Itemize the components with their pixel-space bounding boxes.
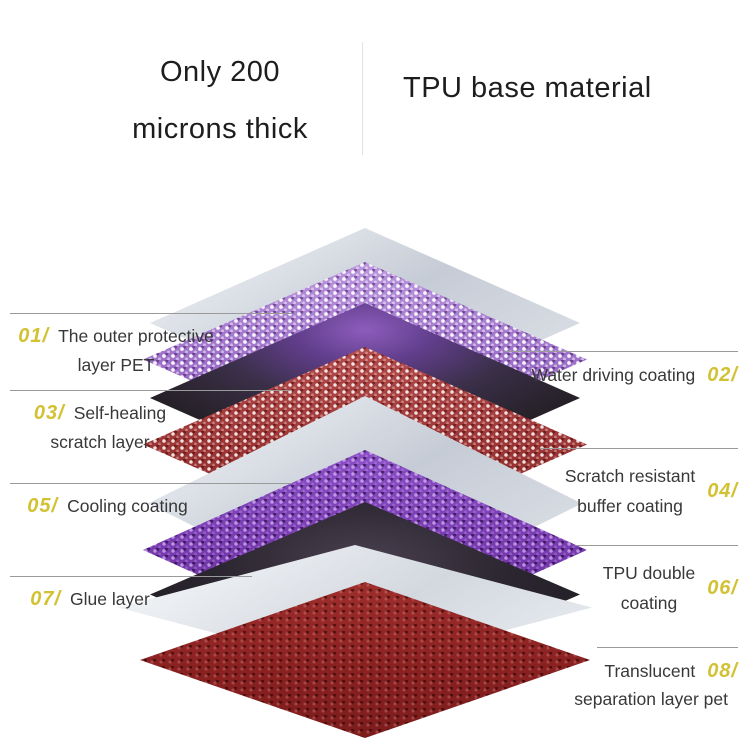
layer-number: 07/	[30, 588, 62, 610]
layer-label-line2: layer PET	[77, 355, 155, 375]
layer-number: 04/	[707, 479, 738, 502]
leader-line	[10, 313, 292, 314]
layer-label-line2: coating	[620, 593, 678, 613]
layer-label-lines: TPU double coating	[603, 558, 695, 618]
leader-line	[575, 545, 738, 546]
layer-number: 06/	[707, 576, 738, 599]
material-title: TPU base material	[403, 72, 652, 104]
callout-05-cooling: 05/Cooling coating	[10, 483, 292, 518]
callout-06-tpu-double: TPU double coating 06/	[575, 545, 738, 618]
layer-label-line2: buffer coating	[577, 496, 683, 516]
layer-number: 01/	[18, 325, 50, 347]
callout-row: 05/Cooling coating	[10, 495, 205, 518]
leader-line	[10, 576, 252, 577]
layer-label: The outer protective	[58, 326, 214, 346]
callout-row: 03/Self-healing	[10, 402, 190, 425]
callout-01-outer-pet: 01/The outer protective layer PET	[10, 313, 292, 376]
callout-row: 07/Glue layer	[10, 588, 170, 611]
thickness-title-line2: microns thick	[132, 113, 308, 145]
callout-body: Scratch resistant buffer coating 04/	[565, 461, 738, 521]
layer-number: 03/	[33, 402, 65, 424]
layer-label: Self-healing	[73, 403, 167, 423]
thickness-title: Only 200 microns thick	[95, 44, 345, 158]
leader-line	[597, 647, 738, 648]
layer-number: 02/	[707, 364, 738, 386]
callout-04-scratch-buffer: Scratch resistant buffer coating 04/	[540, 448, 738, 521]
layer-label-line2: scratch layer	[50, 432, 150, 452]
layer-label: Water driving coating	[531, 365, 696, 385]
leader-line	[10, 483, 292, 484]
leader-line	[540, 448, 738, 449]
header-divider	[362, 42, 363, 155]
callout-row: Water driving coating 02/	[531, 364, 738, 387]
layer-label: Scratch resistant	[564, 466, 696, 486]
layer-label: Glue layer	[70, 589, 150, 609]
layer-number: 08/	[707, 660, 738, 682]
layer-label: Cooling coating	[67, 496, 188, 516]
leader-line	[10, 390, 292, 391]
layer-label: Translucent	[604, 661, 696, 681]
layer-label-lines: Scratch resistant buffer coating	[565, 461, 695, 521]
callout-07-glue: 07/Glue layer	[10, 576, 252, 611]
layer-label: TPU double	[602, 563, 696, 583]
callout-row: Translucent 08/	[574, 660, 738, 683]
callout-row: 01/The outer protective	[10, 325, 222, 348]
callout-08-separation: Translucent 08/separation layer pet	[574, 647, 738, 710]
thickness-title-line1: Only 200	[159, 56, 281, 88]
layer-number: 05/	[27, 495, 59, 517]
leader-line	[505, 351, 738, 352]
callout-02-water-driving: Water driving coating 02/	[505, 351, 738, 387]
callout-03-self-healing: 03/Self-healing scratch layer	[10, 390, 292, 453]
layer-label-line2: separation layer pet	[574, 689, 728, 709]
callout-body: TPU double coating 06/	[603, 558, 738, 618]
